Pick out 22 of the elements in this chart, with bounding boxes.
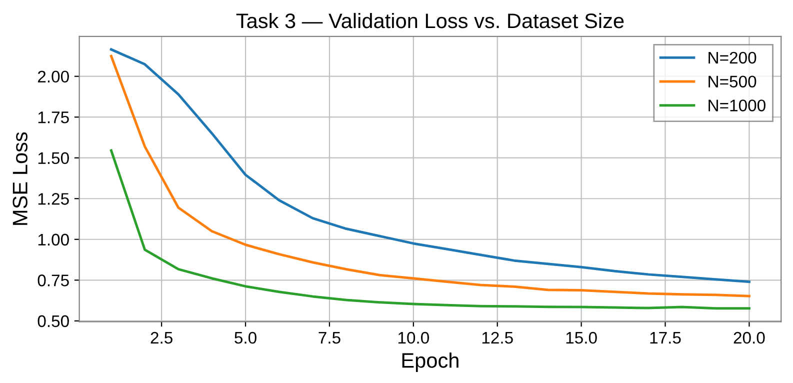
x-axis-title: Epoch [402, 352, 458, 372]
y-tick-label: 2.00 [38, 70, 69, 83]
y-tick-label: 0.50 [38, 315, 69, 328]
y-tick-label: 1.00 [38, 234, 69, 246]
y-tick-label: 1.50 [38, 152, 69, 164]
y-tick-label: 0.75 [38, 274, 69, 286]
y-tick-label: 1.25 [38, 193, 69, 205]
x-tick-label: 17.5 [650, 332, 681, 344]
y-tick-label: 1.75 [38, 112, 69, 124]
legend-label: N=500 [708, 76, 756, 88]
x-tick-label: 7.5 [318, 332, 340, 344]
x-tick-label: 15.0 [566, 332, 597, 344]
chart-title: Task 3 — Validation Loss vs. Dataset Size [236, 12, 624, 28]
x-tick-label: 2.5 [150, 332, 172, 344]
x-tick-label: 12.5 [482, 332, 513, 344]
line-series [110, 149, 750, 310]
legend-label: N=1000 [708, 100, 766, 112]
x-tick-label: 5.0 [234, 332, 256, 344]
y-axis-title: MSE Loss [12, 132, 28, 225]
legend-label: N=200 [708, 52, 756, 64]
x-tick-label: 10.0 [398, 332, 429, 344]
x-tick-label: 20.0 [734, 332, 765, 344]
